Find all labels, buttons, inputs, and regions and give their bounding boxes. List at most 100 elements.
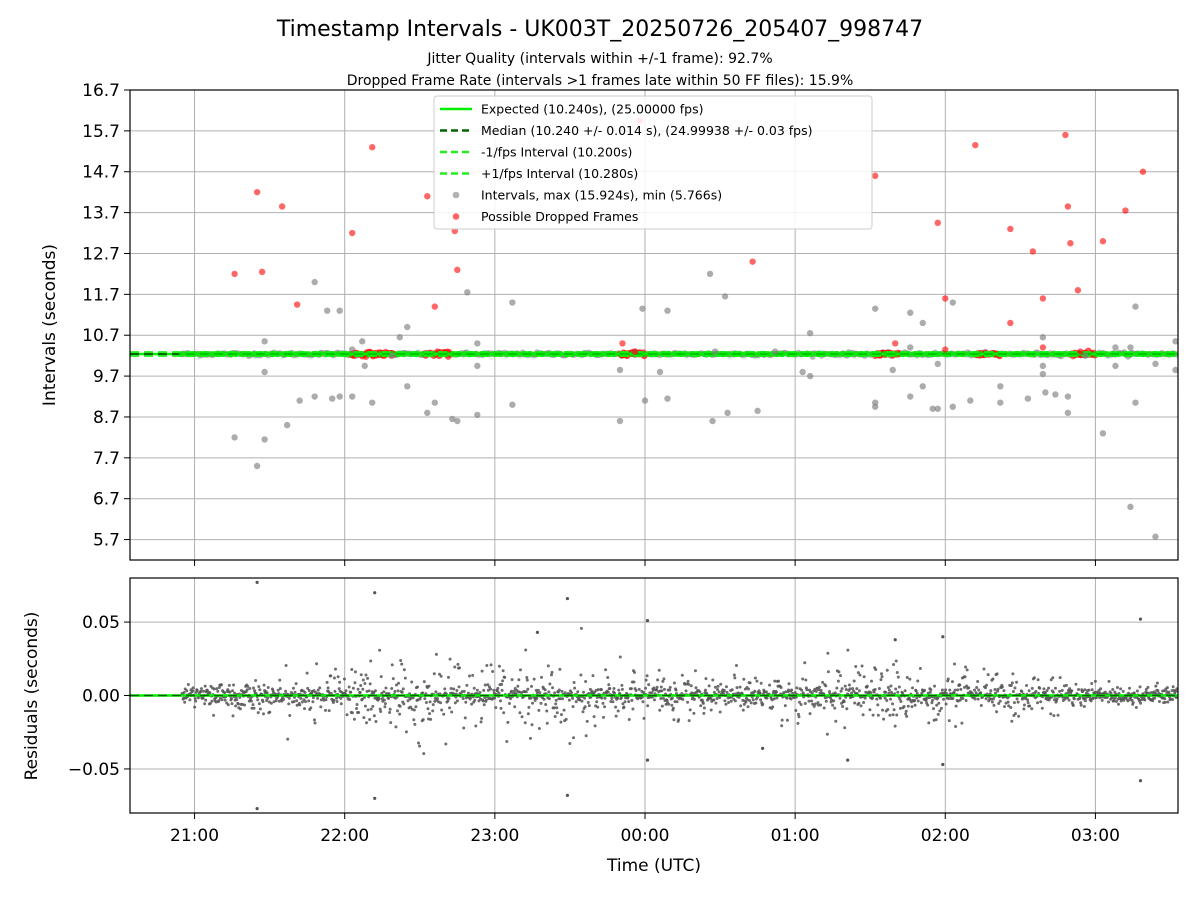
residual-point — [501, 669, 505, 673]
residual-point — [904, 712, 908, 716]
residual-point — [984, 686, 988, 690]
interval-outlier-point — [711, 348, 719, 355]
residual-point — [571, 705, 575, 709]
residual-point — [524, 648, 528, 652]
interval-point-in-range — [947, 350, 954, 358]
residual-point — [951, 696, 955, 700]
residual-point — [993, 688, 997, 692]
residual-point — [294, 682, 298, 686]
residual-point — [1021, 696, 1025, 700]
residual-point — [526, 687, 530, 691]
interval-point-in-range — [328, 350, 336, 358]
residual-point — [761, 702, 765, 706]
residual-point — [882, 717, 886, 721]
residual-point — [235, 698, 239, 702]
interval-point-in-range — [833, 350, 840, 358]
residual-point — [435, 696, 439, 700]
residual-point — [188, 698, 192, 702]
residual-point — [581, 710, 585, 714]
residual-point — [421, 718, 425, 722]
interval-outlier-point — [474, 411, 481, 419]
interval-outlier-point — [721, 293, 729, 300]
interval-outlier-point — [1024, 395, 1032, 402]
residual-point — [1064, 683, 1068, 687]
residual-point — [607, 683, 611, 687]
residual-outlier-point — [565, 793, 570, 797]
residual-point — [733, 699, 737, 703]
residual-point — [462, 726, 466, 730]
residual-point — [547, 697, 551, 701]
residual-point — [908, 677, 912, 681]
interval-point-in-range — [1109, 350, 1117, 358]
residual-point — [368, 717, 372, 721]
residual-point — [835, 686, 839, 690]
residual-point — [785, 718, 789, 722]
residual-point — [674, 688, 678, 692]
residual-point — [526, 712, 530, 716]
interval-outlier-point — [1112, 362, 1119, 370]
residual-point — [497, 664, 501, 668]
residual-point — [793, 691, 797, 695]
intervals-data — [130, 117, 1178, 540]
residual-point — [348, 697, 352, 701]
residual-point — [617, 688, 621, 692]
residual-point — [1036, 678, 1040, 682]
interval-point-in-range — [797, 350, 804, 358]
residual-point — [500, 682, 504, 686]
residual-point — [790, 688, 794, 692]
residual-point — [390, 663, 394, 667]
interval-outlier-point — [311, 278, 318, 286]
residual-point — [573, 686, 577, 690]
residual-point — [754, 701, 758, 705]
residual-point — [727, 700, 731, 704]
residual-point — [384, 686, 388, 690]
residual-point — [960, 721, 964, 725]
residual-point — [568, 742, 572, 746]
residual-point — [489, 663, 493, 667]
residual-point — [1170, 688, 1174, 692]
residual-point — [258, 688, 262, 692]
residual-point — [400, 690, 404, 694]
dropped-frame-outlier-point — [424, 193, 431, 200]
interval-outlier-point — [349, 393, 356, 400]
residual-point — [217, 699, 221, 703]
legend-label: Possible Dropped Frames — [481, 209, 638, 224]
residual-point — [457, 685, 461, 689]
residual-point — [722, 688, 726, 692]
residual-point — [1002, 705, 1006, 709]
interval-point-in-range — [1055, 350, 1063, 358]
residual-point — [616, 696, 620, 700]
residual-point — [537, 727, 541, 731]
residual-point — [1121, 689, 1125, 693]
interval-point-in-range — [539, 350, 546, 358]
residual-point — [418, 744, 422, 748]
residual-point — [534, 688, 538, 692]
residual-point — [928, 690, 932, 694]
residual-point — [374, 720, 378, 724]
residual-point — [1067, 698, 1071, 702]
residual-point — [543, 688, 547, 692]
residual-point — [1077, 688, 1081, 692]
interval-point-in-range — [401, 350, 408, 358]
residual-point — [426, 707, 430, 711]
residual-point — [910, 705, 914, 709]
residual-point — [351, 686, 355, 690]
residual-point — [1157, 699, 1161, 703]
residual-point — [742, 677, 746, 681]
residual-outlier-point — [373, 796, 377, 800]
residual-point — [1163, 697, 1167, 701]
residual-point — [1039, 700, 1043, 704]
residual-point — [335, 700, 339, 704]
residual-point — [933, 684, 937, 688]
interval-outlier-point — [1039, 362, 1047, 370]
residual-point — [332, 676, 336, 680]
residual-point — [644, 678, 648, 682]
residual-point — [432, 672, 436, 676]
residual-point — [339, 696, 343, 700]
residual-point — [442, 712, 446, 716]
residual-point — [358, 691, 362, 695]
residual-point — [266, 696, 270, 700]
residual-point — [584, 679, 588, 683]
interval-outlier-point — [389, 352, 396, 359]
interval-outlier-point — [889, 366, 896, 374]
